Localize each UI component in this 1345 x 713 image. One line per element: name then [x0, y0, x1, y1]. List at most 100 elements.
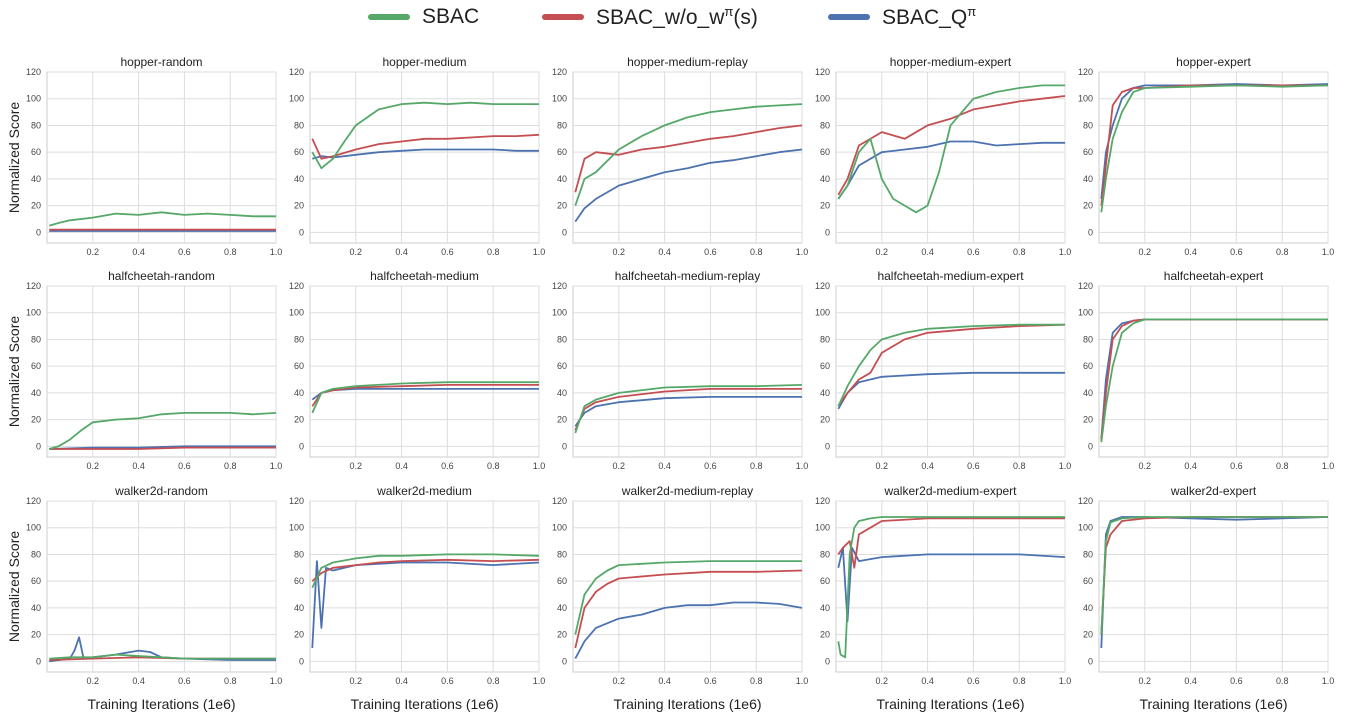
y-tick-label: 100 — [289, 94, 304, 104]
legend-item-sbac-q: SBAC_Qπ — [828, 2, 976, 32]
x-tick-label: 0.4 — [658, 676, 671, 686]
x-tick-label: 0.2 — [876, 461, 889, 471]
y-tick-label: 80 — [31, 549, 41, 559]
series-line-sbac — [311, 381, 539, 414]
x-tick-label: 0.8 — [487, 676, 500, 686]
panel-title: hopper-medium-replay — [627, 55, 748, 69]
panel-hopper-expert: 0 20 40 60 80 100 120 0.2 0.4 0.6 0.8 1.0 hopper-exp… — [1078, 55, 1334, 257]
y-tick-label: 0 — [1088, 227, 1093, 237]
y-tick-label: 20 — [820, 630, 830, 640]
panel-title: walker2d-expert — [1170, 484, 1257, 498]
x-tick-label: 0.2 — [87, 461, 100, 471]
panel-hopper-medium-expert: 0 20 40 60 80 100 120 0.2 0.4 0.6 0.8 1.0 hopper-med… — [815, 55, 1071, 257]
y-tick-label: 40 — [31, 603, 41, 613]
panel-walker2d-random: 0 20 40 60 80 100 120 0.2 0.4 0.6 0.8 1.0 walker2d-r… — [6, 484, 282, 712]
y-tick-label: 120 — [815, 496, 830, 506]
series-line-sbac-wo-w — [837, 95, 1066, 196]
panel-title: walker2d-medium-replay — [621, 484, 753, 498]
y-tick-label: 100 — [26, 523, 41, 533]
y-tick-label: 100 — [1078, 94, 1093, 104]
x-tick-label: 0.2 — [1139, 676, 1152, 686]
x-tick-label: 0.4 — [658, 461, 671, 471]
x-tick-label: 1.0 — [270, 247, 283, 257]
series-line-sbac — [837, 84, 1065, 214]
y-tick-label: 0 — [1088, 441, 1093, 451]
plot-area — [835, 500, 1066, 673]
x-tick-label: 0.8 — [750, 247, 763, 257]
x-tick-label: 0.8 — [1013, 247, 1026, 257]
y-axis-label: Normalized Score — [6, 102, 22, 213]
panel-title: halfcheetah-expert — [1164, 269, 1264, 283]
plot-area — [835, 285, 1066, 458]
plot-area — [309, 500, 540, 673]
x-tick-label: 1.0 — [1322, 247, 1335, 257]
y-tick-label: 80 — [557, 120, 567, 130]
y-tick-label: 60 — [557, 576, 567, 586]
x-tick-label: 1.0 — [796, 247, 809, 257]
series-line-sbac — [311, 553, 540, 589]
y-tick-label: 120 — [1078, 281, 1093, 291]
panel-title: halfcheetah-medium-replay — [615, 269, 760, 283]
x-tick-label: 0.6 — [178, 247, 191, 257]
panel-title: hopper-expert — [1176, 55, 1251, 69]
series-line-sbac — [837, 516, 1065, 659]
panel-halfcheetah-expert: 0 20 40 60 80 100 120 0.2 0.4 0.6 0.8 1.0 halfcheeta… — [1078, 269, 1334, 471]
y-tick-label: 100 — [552, 94, 567, 104]
x-tick-label: 1.0 — [1059, 247, 1072, 257]
x-tick-label: 0.2 — [350, 676, 363, 686]
y-tick-label: 20 — [31, 201, 41, 211]
x-tick-label: 0.2 — [87, 676, 100, 686]
x-tick-label: 0.8 — [1013, 676, 1026, 686]
panel-title: walker2d-random — [114, 484, 208, 498]
x-tick-label: 0.4 — [395, 247, 408, 257]
x-tick-label: 0.4 — [1184, 247, 1197, 257]
y-tick-label: 20 — [294, 415, 304, 425]
x-tick-label: 0.4 — [132, 247, 145, 257]
series-line-sbac-wo-w — [311, 558, 540, 582]
y-tick-label: 40 — [557, 174, 567, 184]
x-tick-label: 0.2 — [1139, 247, 1152, 257]
y-tick-label: 0 — [825, 441, 830, 451]
x-tick-label: 0.8 — [750, 676, 763, 686]
x-tick-label: 0.4 — [132, 676, 145, 686]
y-tick-label: 80 — [820, 120, 830, 130]
y-tick-label: 100 — [26, 94, 41, 104]
y-tick-label: 40 — [557, 388, 567, 398]
series-line-sbac-q — [574, 395, 802, 427]
y-tick-label: 0 — [36, 656, 41, 666]
x-tick-label: 0.6 — [1230, 676, 1243, 686]
x-tick-label: 0.4 — [395, 461, 408, 471]
x-tick-label: 0.4 — [1184, 676, 1197, 686]
y-tick-label: 80 — [820, 334, 830, 344]
y-tick-label: 40 — [294, 388, 304, 398]
panel-title: hopper-random — [120, 55, 202, 69]
y-tick-label: 60 — [820, 576, 830, 586]
x-tick-label: 0.6 — [441, 247, 454, 257]
y-tick-label: 0 — [36, 441, 41, 451]
x-tick-label: 0.6 — [967, 247, 980, 257]
x-tick-label: 0.4 — [921, 461, 934, 471]
legend-label-sbac-q: SBAC_Qπ — [882, 4, 977, 29]
panel-halfcheetah-random: 0 20 40 60 80 100 120 0.2 0.4 0.6 0.8 1.0 halfcheeta… — [6, 269, 282, 471]
y-tick-label: 120 — [289, 67, 304, 77]
series-line-sbac — [574, 560, 802, 635]
x-axis-label: Training Iterations (1e6) — [87, 696, 235, 712]
series-line-sbac-q — [574, 148, 803, 223]
y-tick-label: 80 — [1083, 334, 1093, 344]
y-tick-label: 20 — [1083, 415, 1093, 425]
series-line-sbac-q — [837, 546, 1066, 623]
series-line-sbac — [1100, 84, 1329, 213]
x-tick-label: 1.0 — [1322, 676, 1335, 686]
y-tick-label: 0 — [299, 227, 304, 237]
panel-halfcheetah-medium: 0 20 40 60 80 100 120 0.2 0.4 0.6 0.8 1.0 halfcheeta… — [289, 269, 545, 471]
y-tick-label: 20 — [294, 630, 304, 640]
y-tick-label: 0 — [299, 656, 304, 666]
y-tick-label: 120 — [552, 281, 567, 291]
y-tick-label: 0 — [825, 227, 830, 237]
y-tick-label: 60 — [31, 576, 41, 586]
y-tick-label: 40 — [294, 174, 304, 184]
x-tick-label: 0.8 — [750, 461, 763, 471]
y-tick-label: 20 — [31, 415, 41, 425]
panel-walker2d-expert: 0 20 40 60 80 100 120 0.2 0.4 0.6 0.8 1.0 walker2d-e… — [1078, 484, 1334, 712]
y-tick-label: 40 — [820, 388, 830, 398]
